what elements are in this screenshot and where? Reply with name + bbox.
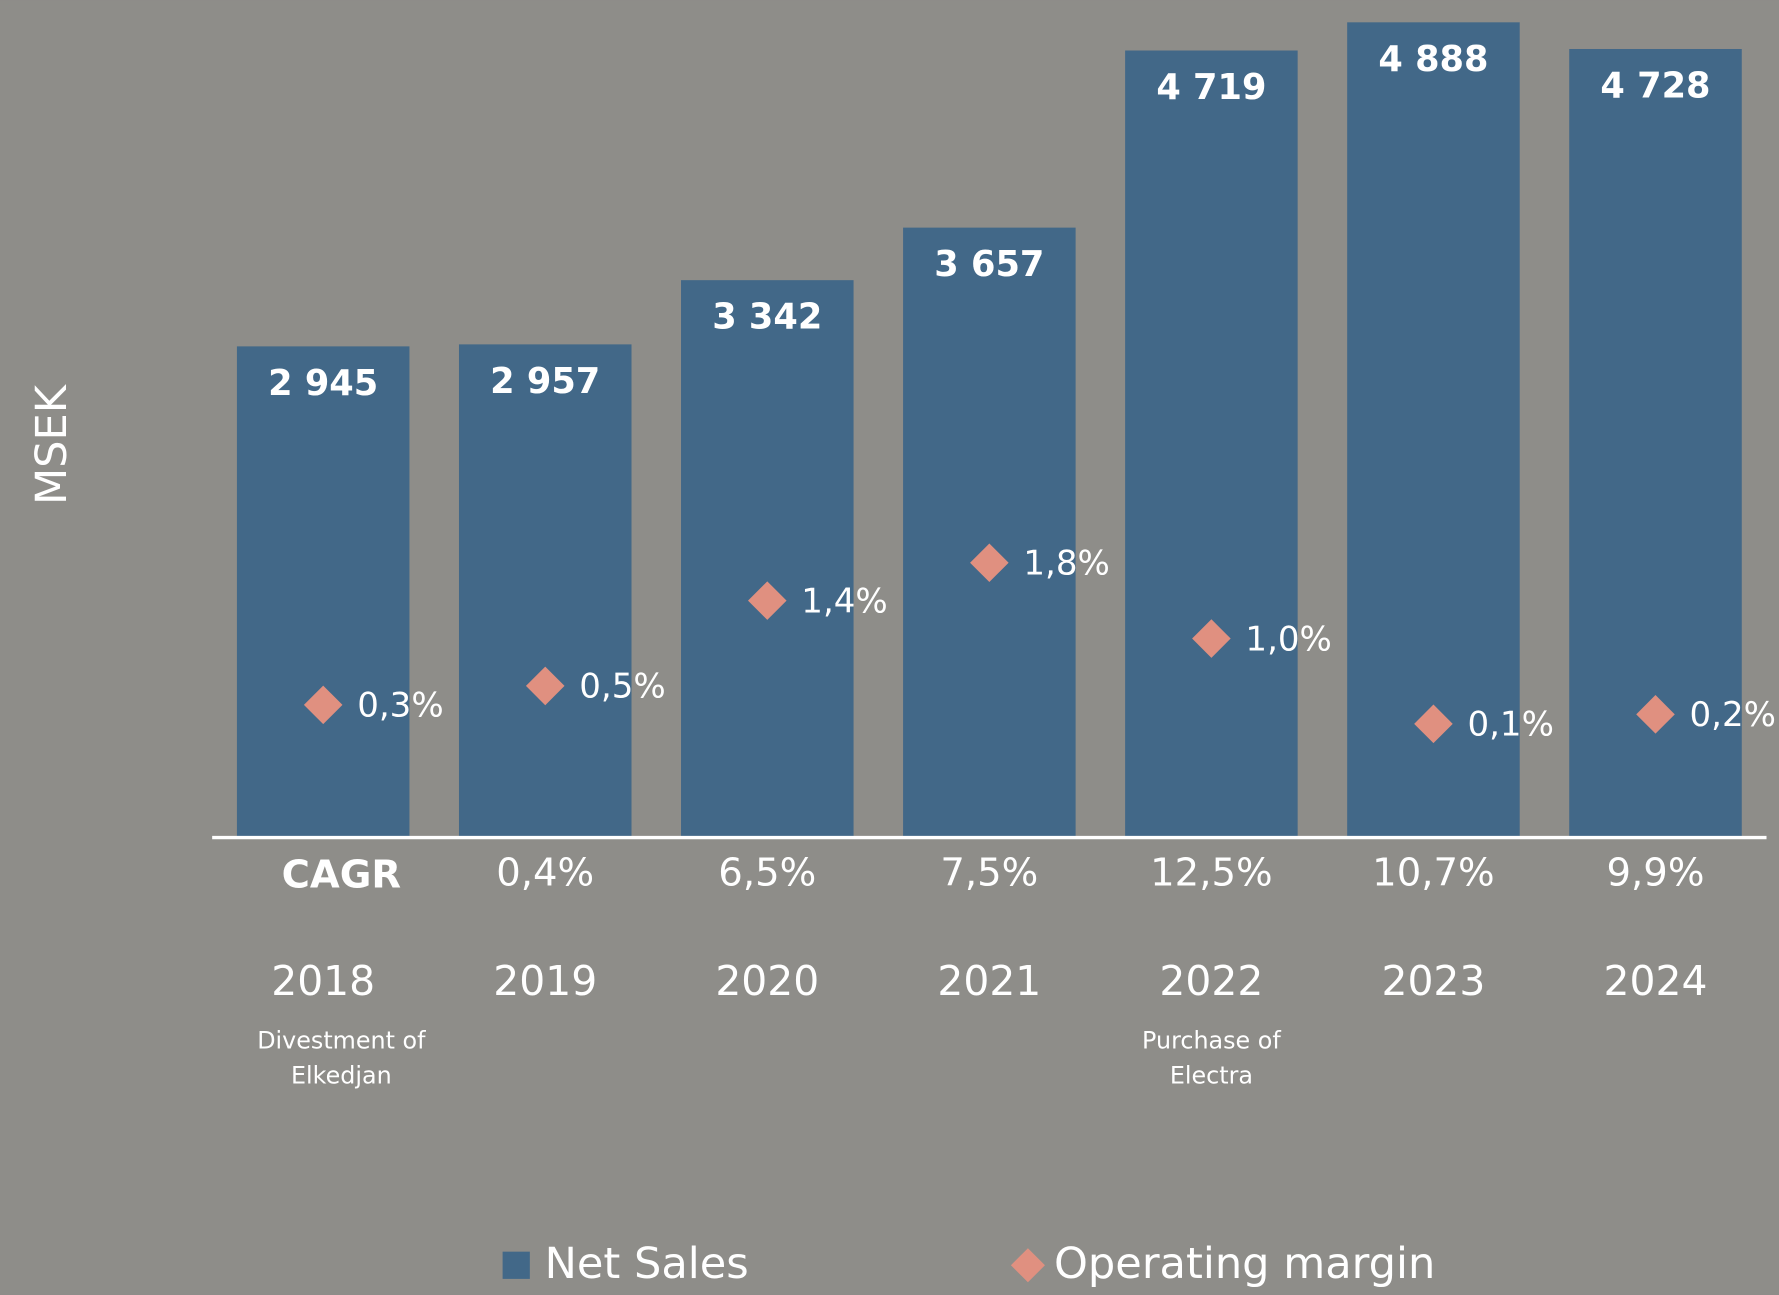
diamond-marker [525, 666, 565, 706]
marker-value-label: 1,0% [1245, 619, 1331, 659]
cagr-label: CAGR [282, 853, 401, 898]
diamond-marker [970, 543, 1009, 583]
marker-value-label: 0,1% [1467, 705, 1553, 745]
bar-value-label: 2 957 [490, 361, 600, 402]
bar-value-label: 4 888 [1378, 39, 1488, 80]
x-tick-label: 2019 [493, 957, 597, 1005]
legend-label: Net Sales [545, 1239, 749, 1289]
annotation: Electra [1170, 1061, 1253, 1089]
cagr-value: 7,5% [940, 850, 1038, 895]
bar [458, 344, 632, 838]
bar-value-label: 2 945 [268, 363, 378, 404]
annotation: Elkedjan [291, 1061, 392, 1089]
legend-swatch [1010, 1248, 1045, 1283]
cagr-value: 12,5% [1150, 850, 1273, 895]
x-tick-label: 2022 [1159, 957, 1263, 1005]
legend-swatch [502, 1251, 530, 1279]
y-axis-label: MSEK [27, 383, 77, 505]
diamond-marker [303, 685, 343, 725]
diamond-marker [1636, 695, 1675, 734]
diamond-marker [748, 581, 787, 620]
annotation: Divestment of [257, 1026, 426, 1054]
cagr-value: 0,4% [496, 850, 594, 895]
marker-value-label: 0,5% [579, 667, 665, 707]
marker-value-label: 0,3% [357, 686, 443, 726]
marker-value-label: 1,4% [801, 581, 887, 621]
annotation: Purchase of [1142, 1026, 1281, 1054]
bar [1347, 22, 1520, 838]
bar-value-label: 4 728 [1600, 66, 1710, 107]
bar [1125, 50, 1298, 838]
bar [681, 280, 854, 838]
bar-value-label: 3 657 [934, 244, 1044, 285]
x-tick-label: 2024 [1604, 957, 1708, 1005]
bar [903, 227, 1076, 838]
cagr-value: 9,9% [1607, 850, 1705, 895]
cagr-value: 10,7% [1372, 850, 1495, 895]
bar [236, 346, 410, 838]
diamond-marker [1414, 704, 1453, 744]
bar-value-label: 4 719 [1156, 67, 1266, 108]
marker-value-label: 0,2% [1690, 695, 1776, 735]
marker-value-label: 1,8% [1023, 543, 1109, 583]
x-tick-label: 2021 [937, 957, 1041, 1005]
x-tick-label: 2020 [715, 957, 819, 1005]
x-tick-label: 2018 [271, 957, 375, 1005]
x-tick-label: 2023 [1381, 957, 1485, 1005]
cagr-value: 6,5% [718, 850, 816, 895]
legend-label: Operating margin [1054, 1239, 1435, 1289]
bar-value-label: 3 342 [712, 297, 822, 338]
